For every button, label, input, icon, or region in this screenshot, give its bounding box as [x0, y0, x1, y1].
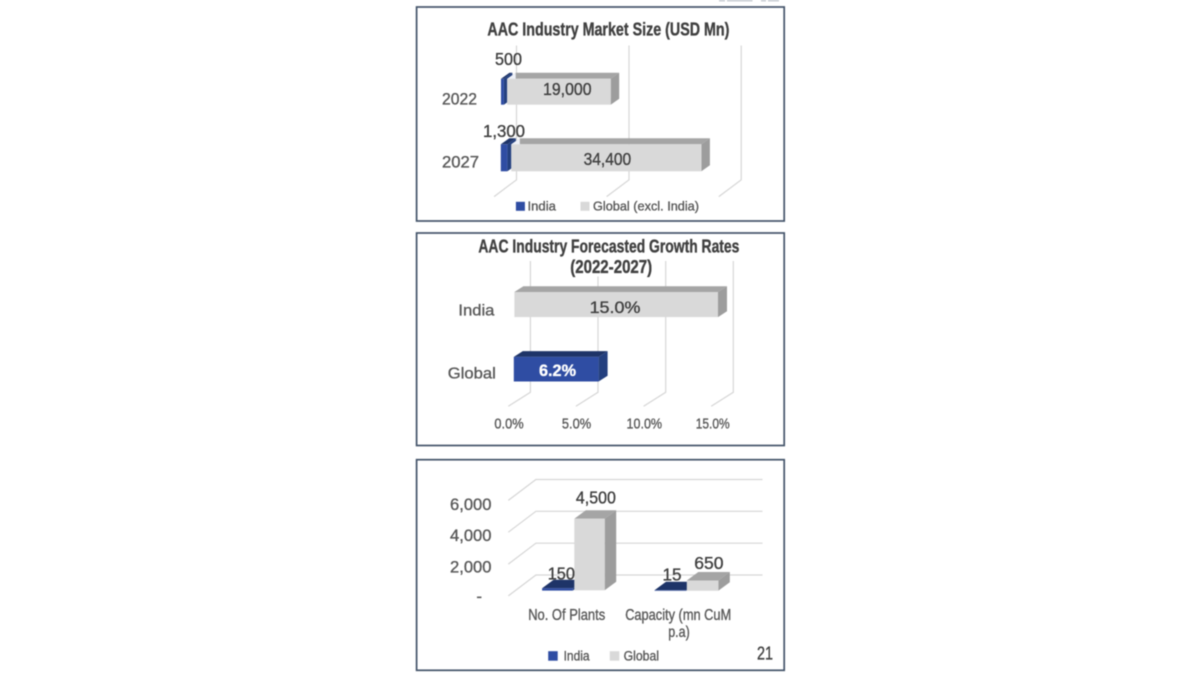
- svg-text:Global: Global: [448, 366, 496, 383]
- svg-text:AAC Industry Forecasted Growth: AAC Industry Forecasted Growth Rates: [478, 235, 739, 256]
- svg-text:-: -: [476, 587, 482, 606]
- svg-text:10.0%: 10.0%: [627, 416, 663, 433]
- svg-text:0.0%: 0.0%: [494, 416, 523, 433]
- svg-text:2,000: 2,000: [450, 557, 492, 576]
- svg-text:500: 500: [495, 49, 522, 69]
- svg-text:4,000: 4,000: [450, 526, 492, 545]
- svg-text:21: 21: [757, 644, 773, 664]
- svg-text:India: India: [564, 649, 590, 664]
- svg-text:19,000: 19,000: [543, 79, 592, 99]
- svg-text:p.a): p.a): [668, 624, 690, 641]
- svg-text:No. Of Plants: No. Of Plants: [528, 607, 605, 624]
- svg-text:4,500: 4,500: [576, 487, 616, 507]
- svg-text:2022: 2022: [442, 91, 477, 109]
- svg-text:Global: Global: [624, 649, 659, 664]
- svg-text:15: 15: [663, 565, 682, 585]
- svg-text:1,300: 1,300: [483, 121, 525, 141]
- svg-text:150: 150: [548, 563, 575, 583]
- svg-text:5.0%: 5.0%: [562, 416, 591, 433]
- svg-text:650: 650: [694, 553, 723, 573]
- svg-text:India: India: [528, 199, 557, 214]
- svg-text:India: India: [458, 302, 494, 319]
- svg-text:15.0%: 15.0%: [696, 416, 730, 433]
- svg-text:6,000: 6,000: [450, 495, 492, 514]
- svg-text:AAC Industry Market Size (USD: AAC Industry Market Size (USD Mn): [487, 18, 729, 39]
- svg-text:Global (excl. India): Global (excl. India): [593, 199, 699, 214]
- svg-text:34,400: 34,400: [584, 149, 632, 169]
- svg-text:6.2%: 6.2%: [539, 361, 576, 380]
- svg-text:2027: 2027: [442, 154, 479, 172]
- svg-text:15.0%: 15.0%: [590, 298, 641, 317]
- svg-text:Capacity (mn CuM: Capacity (mn CuM: [625, 607, 731, 624]
- svg-text:(2022-2027): (2022-2027): [570, 256, 652, 277]
